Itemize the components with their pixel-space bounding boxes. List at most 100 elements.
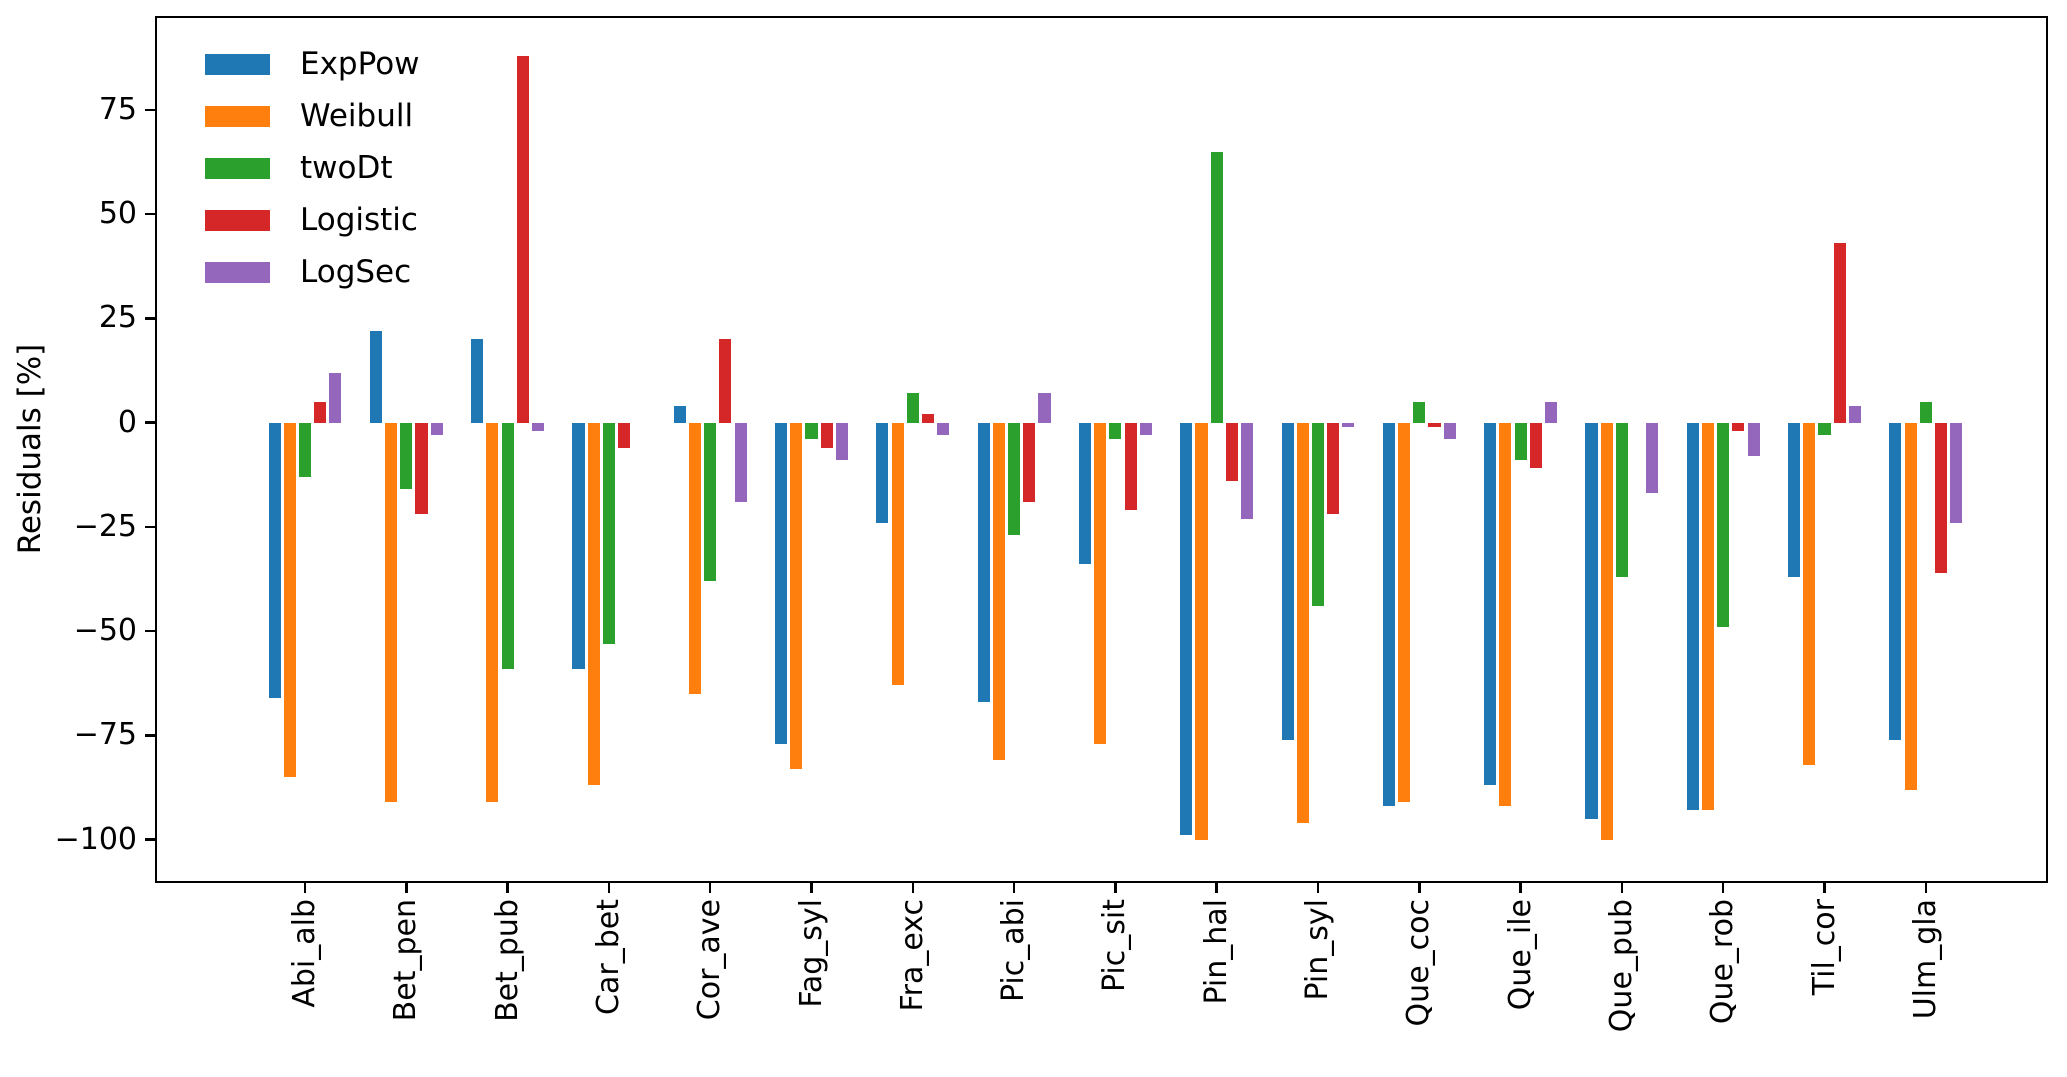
bar-ExpPow-Car_bet: [572, 422, 585, 669]
bar-LogSec-Ulm_gla: [1950, 422, 1963, 523]
bar-Weibull-Pic_abi: [992, 422, 1005, 761]
x-tick: [405, 883, 408, 893]
x-tick-label: Til_cor: [1806, 899, 1842, 996]
bar-Weibull-Que_ile: [1499, 422, 1512, 807]
bar-ExpPow-Cor_ave: [673, 405, 686, 423]
bar-LogSec-Bet_pub: [531, 422, 545, 431]
legend-label: LogSec: [300, 254, 412, 290]
bar-twoDt-Fag_syl: [805, 422, 818, 440]
bar-Logistic-Pic_sit: [1124, 422, 1137, 511]
x-tick: [1823, 883, 1826, 893]
y-tick-label: 50: [98, 196, 137, 232]
y-tick: [145, 108, 155, 112]
bar-twoDt-Pin_syl: [1311, 422, 1325, 607]
bar-twoDt-Fra_exc: [906, 393, 919, 423]
x-tick-label: Pic_abi: [996, 899, 1032, 1003]
legend-label: ExpPow: [300, 46, 420, 82]
x-tick: [1418, 883, 1421, 893]
y-tick-label: −50: [73, 613, 137, 649]
bar-ExpPow-Que_ile: [1484, 422, 1497, 786]
legend-label: twoDt: [300, 150, 393, 186]
bar-twoDt-Pin_hal: [1210, 151, 1223, 423]
x-tick: [810, 883, 813, 893]
bar-Weibull-Fra_exc: [891, 422, 904, 686]
bar-LogSec-Til_cor: [1848, 405, 1861, 423]
x-tick-label: Que_ile: [1502, 899, 1538, 1011]
bar-Logistic-Pin_syl: [1327, 422, 1340, 515]
bar-LogSec-Fag_syl: [835, 422, 848, 461]
x-tick-label: Pin_syl: [1300, 899, 1335, 1001]
bar-Weibull-Pin_hal: [1195, 422, 1208, 840]
bar-Weibull-Pic_sit: [1094, 422, 1107, 744]
bar-Weibull-Ulm_gla: [1904, 422, 1917, 790]
bar-twoDt-Bet_pen: [400, 422, 413, 490]
legend-item-LogSec: LogSec: [205, 246, 411, 298]
bar-Logistic-Car_bet: [618, 422, 631, 448]
x-tick: [1012, 883, 1016, 893]
bar-twoDt-Pic_sit: [1109, 422, 1122, 440]
x-tick: [911, 883, 915, 893]
x-tick-label: Cor_ave: [692, 899, 728, 1021]
bar-Logistic-Que_coc: [1428, 422, 1441, 427]
bar-LogSec-Que_ile: [1544, 401, 1558, 423]
bar-ExpPow-Pin_hal: [1180, 422, 1193, 836]
bar-twoDt-Ulm_gla: [1919, 401, 1932, 423]
bar-LogSec-Pin_syl: [1342, 422, 1355, 427]
bar-Weibull-Bet_pen: [385, 422, 398, 803]
legend-swatch-Weibull: [205, 105, 270, 127]
bar-LogSec-Fra_exc: [937, 422, 950, 436]
bar-LogSec-Abi_alb: [329, 372, 342, 423]
bar-Weibull-Abi_alb: [283, 422, 296, 778]
bar-ExpPow-Pic_sit: [1078, 422, 1092, 565]
x-tick: [1215, 883, 1218, 893]
bar-Logistic-Ulm_gla: [1934, 422, 1948, 573]
legend-label: Weibull: [300, 98, 414, 134]
x-tick-label: Bet_pen: [388, 899, 424, 1022]
y-tick: [145, 317, 155, 320]
bar-LogSec-Que_pub: [1646, 422, 1659, 494]
y-tick: [145, 212, 155, 216]
bar-Logistic-Que_rob: [1732, 422, 1745, 431]
bar-Logistic-Fag_syl: [820, 422, 833, 448]
x-tick-label: Que_rob: [1705, 899, 1741, 1025]
legend-swatch-ExpPow: [205, 53, 270, 75]
bar-twoDt-Abi_alb: [298, 422, 312, 477]
y-tick-label: 25: [98, 300, 137, 336]
legend-item-Weibull: Weibull: [205, 90, 413, 142]
bar-twoDt-Bet_pub: [501, 422, 514, 669]
bar-Weibull-Fag_syl: [790, 422, 803, 769]
bar-twoDt-Pic_abi: [1008, 422, 1021, 536]
x-tick-label: Fra_exc: [894, 899, 930, 1012]
bar-Logistic-Bet_pub: [516, 55, 529, 423]
bar-Logistic-Pic_abi: [1023, 422, 1036, 502]
y-tick-label: −25: [73, 508, 137, 544]
bar-Logistic-Abi_alb: [314, 401, 327, 423]
bar-LogSec-Que_rob: [1747, 422, 1760, 456]
x-tick: [1519, 883, 1522, 893]
x-tick-label: Car_bet: [590, 899, 626, 1015]
legend-item-ExpPow: ExpPow: [205, 38, 420, 90]
bar-ExpPow-Abi_alb: [268, 422, 281, 698]
bar-ExpPow-Que_coc: [1382, 422, 1395, 807]
bar-Weibull-Cor_ave: [688, 422, 702, 694]
y-tick-label: −100: [54, 821, 137, 857]
bar-twoDt-Que_coc: [1413, 401, 1426, 423]
bar-Weibull-Bet_pub: [486, 422, 499, 803]
bar-Weibull-Til_cor: [1803, 422, 1816, 765]
bar-twoDt-Que_pub: [1615, 422, 1628, 577]
bar-ExpPow-Pic_abi: [977, 422, 990, 702]
bar-LogSec-Que_coc: [1443, 422, 1456, 440]
bar-LogSec-Pic_abi: [1038, 393, 1051, 423]
x-tick: [1316, 883, 1320, 893]
bar-ExpPow-Ulm_gla: [1889, 422, 1902, 740]
bar-LogSec-Pin_hal: [1241, 422, 1254, 519]
legend-item-Logistic: Logistic: [205, 194, 418, 246]
bar-Weibull-Pin_syl: [1296, 422, 1309, 823]
x-tick: [1620, 883, 1624, 893]
bar-Logistic-Que_ile: [1529, 422, 1542, 469]
bar-Weibull-Que_pub: [1600, 422, 1613, 840]
legend-swatch-LogSec: [205, 261, 270, 283]
x-tick-label: Que_pub: [1603, 899, 1639, 1033]
legend-swatch-Logistic: [205, 209, 270, 231]
